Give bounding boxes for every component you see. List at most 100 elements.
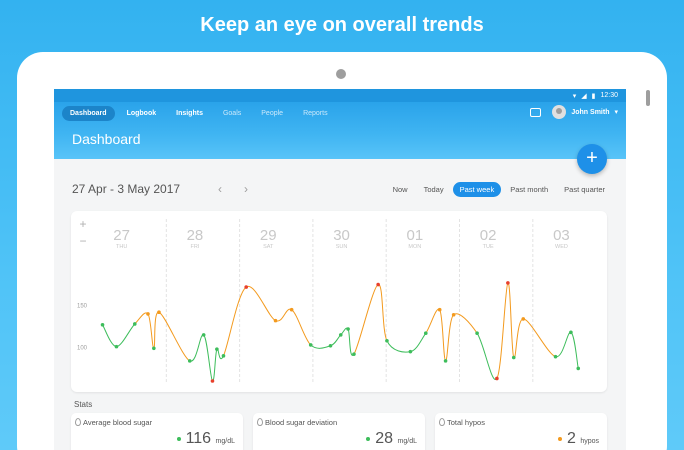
series-line-segment <box>134 312 149 325</box>
day-number: 28 <box>187 227 204 244</box>
stat-card-hypos[interactable]: Total hypos 2 hypos <box>435 413 607 450</box>
stat-value: 28 mg/dL <box>366 430 417 448</box>
avatar[interactable] <box>552 105 567 119</box>
series-line-segment <box>377 284 388 341</box>
stat-title: Blood sugar deviation <box>265 418 338 427</box>
zoom-in-icon[interactable]: + <box>79 217 86 231</box>
tablet-side-scroll <box>646 90 650 106</box>
user-name[interactable]: John Smith <box>571 108 610 116</box>
stat-card-average[interactable]: Average blood sugar 116 mg/dL <box>71 413 243 450</box>
day-name: TUE <box>483 244 494 250</box>
series-line-segment <box>476 332 498 380</box>
day-name: SAT <box>263 244 274 250</box>
series-line-segment <box>116 323 136 348</box>
series-line-segment <box>386 340 411 353</box>
data-point <box>443 359 448 363</box>
day-name: SUN <box>336 244 348 250</box>
series-line-segment <box>102 324 117 348</box>
nav-item-reports[interactable]: Reports <box>303 110 328 117</box>
chevron-down-icon[interactable]: ▾ <box>614 109 618 116</box>
battery-icon: ▮ <box>591 92 596 100</box>
add-entry-button[interactable]: + <box>577 144 607 174</box>
promo-title: Keep an eye on overall trends <box>200 14 484 36</box>
chat-icon[interactable] <box>530 107 542 117</box>
period-today[interactable]: Today <box>423 185 444 194</box>
app-screen: ▾ ◢ ▮ 12:30 Dashboard Logbook Insights G… <box>54 89 626 450</box>
data-point <box>511 355 516 360</box>
day-number: 02 <box>480 227 497 244</box>
series-line-segment <box>245 286 276 322</box>
data-point <box>244 285 248 289</box>
stat-unit: mg/dL <box>215 438 235 445</box>
data-point <box>385 338 389 343</box>
day-name: MON <box>408 244 421 250</box>
nav-bar: Dashboard Logbook Insights Goals People … <box>54 102 626 121</box>
data-point <box>437 307 442 312</box>
series-line-segment <box>291 309 312 346</box>
data-point <box>569 330 573 335</box>
nav-item-dashboard[interactable]: Dashboard <box>62 106 115 121</box>
day-number: 03 <box>553 227 570 244</box>
data-point <box>289 307 294 312</box>
stat-unit: hypos <box>580 438 599 445</box>
data-point <box>100 323 105 327</box>
user-menu[interactable]: John Smith ▾ <box>530 105 618 119</box>
nav-item-logbook[interactable]: Logbook <box>126 110 157 117</box>
period-past-quarter[interactable]: Past quarter <box>564 185 605 194</box>
status-time: 12:30 <box>600 92 618 99</box>
stat-title: Total hypos <box>447 418 485 427</box>
nav-item-insights[interactable]: Insights <box>176 110 203 117</box>
status-dot <box>366 436 371 441</box>
series-line-segment <box>513 318 524 359</box>
series-line-segment <box>439 309 447 362</box>
data-point <box>114 344 119 349</box>
camera-dot <box>336 69 346 79</box>
nav-item-people[interactable]: People <box>261 110 284 117</box>
series-line-segment <box>347 328 355 356</box>
stat-card-deviation[interactable]: Blood sugar deviation 28 mg/dL <box>253 413 425 450</box>
data-point <box>423 331 428 335</box>
series-line-segment <box>410 332 427 353</box>
status-dot <box>557 436 562 441</box>
series-line-segment <box>353 284 379 355</box>
series-line-segment <box>158 311 191 362</box>
series-line-segment <box>523 318 556 358</box>
series-line-segment <box>147 313 155 349</box>
data-point <box>328 343 333 348</box>
series-line-segment <box>223 286 247 357</box>
series-line-segment <box>507 282 515 358</box>
period-past-month[interactable]: Past month <box>510 185 549 194</box>
series-line-segment <box>203 334 213 382</box>
series-line-segment <box>189 334 205 362</box>
data-point <box>146 312 150 316</box>
stat-unit: mg/dL <box>397 438 417 445</box>
day-number: 01 <box>407 227 424 244</box>
y-tick-label: 150 <box>77 304 88 310</box>
wifi-icon: ▾ <box>572 92 577 100</box>
zoom-out-icon[interactable]: − <box>79 234 86 248</box>
data-point <box>338 333 343 337</box>
data-point <box>352 352 356 356</box>
chevron-right-icon[interactable]: › <box>244 182 248 196</box>
stat-number: 116 <box>185 430 212 447</box>
stat-value: 116 mg/dL <box>176 430 235 448</box>
data-point <box>273 318 278 323</box>
chevron-left-icon[interactable]: ‹ <box>218 182 222 196</box>
day-name: FRI <box>191 244 200 250</box>
series-line-segment <box>496 282 509 379</box>
data-point <box>495 376 499 381</box>
data-point <box>376 282 380 287</box>
period-past-week[interactable]: Past week <box>452 182 502 197</box>
stat-number: 28 <box>375 430 394 447</box>
series-line-segment <box>453 313 478 334</box>
data-point <box>210 379 215 383</box>
status-dot <box>176 436 181 441</box>
stats-heading: Stats <box>74 400 93 409</box>
period-now[interactable]: Now <box>392 185 408 194</box>
stat-value: 2 hypos <box>557 430 599 448</box>
period-selector: Now Today Past week Past month Past quar… <box>386 182 612 197</box>
series-line-segment <box>310 344 331 349</box>
nav-item-goals[interactable]: Goals <box>222 110 242 117</box>
data-point <box>451 312 456 317</box>
